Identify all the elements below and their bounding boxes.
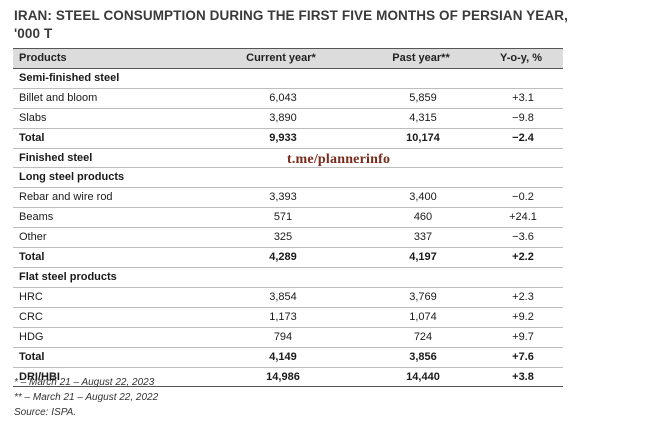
- cell-yoy: +2.3: [512, 290, 534, 303]
- table-row-hrc: HRC 3,854 3,769 +2.3: [13, 287, 563, 308]
- table-row-crc: CRC 1,173 1,074 +9.2: [13, 307, 563, 328]
- cell-past: 3,400: [409, 191, 437, 204]
- footnote-past-year: ** – March 21 – August 22, 2022: [14, 392, 159, 403]
- cell-current: 3,854: [269, 290, 297, 303]
- row-label: DRI/HBI: [19, 370, 60, 383]
- cell-current: 325: [273, 231, 293, 244]
- row-label: CRC: [19, 310, 43, 323]
- cell-past: 337: [413, 231, 433, 244]
- table-row-slabs: Slabs 3,890 4,315 −9.8: [13, 108, 563, 129]
- section-row-flat-products: Flat steel products: [13, 267, 563, 288]
- cell-current: 9,933: [269, 131, 297, 144]
- cell-current: 794: [273, 330, 293, 343]
- header-yoy: Y-o-y, %: [500, 52, 542, 64]
- header-current-year: Current year*: [246, 52, 316, 64]
- cell-yoy: +2.2: [512, 251, 534, 264]
- row-label: Total: [19, 251, 45, 264]
- cell-yoy: +3.8: [512, 370, 534, 383]
- table-row-long-total: Total 4,289 4,197 +2.2: [13, 248, 563, 268]
- section-row-long-products: Long steel products: [13, 168, 563, 188]
- cell-yoy: +7.6: [512, 350, 534, 363]
- section-label: Long steel products: [19, 171, 125, 184]
- cell-past: 14,440: [406, 370, 440, 383]
- table-row-flat-total: Total 4,149 3,856 +7.6: [13, 347, 563, 367]
- cell-past: 460: [413, 211, 433, 224]
- header-past-year: Past year**: [392, 52, 450, 64]
- row-label: Other: [19, 231, 47, 244]
- header-products: Products: [19, 52, 67, 64]
- cell-past: 10,174: [406, 131, 440, 144]
- cell-past: 724: [413, 330, 433, 343]
- cell-past: 4,197: [409, 251, 437, 264]
- row-label: Slabs: [19, 111, 47, 124]
- row-label: HRC: [19, 290, 43, 303]
- cell-past: 5,859: [409, 91, 437, 104]
- table-row-billet: Billet and bloom 6,043 5,859 +3.1: [13, 88, 563, 109]
- cell-yoy: +3.1: [512, 91, 534, 104]
- cell-yoy: −2.4: [512, 131, 534, 144]
- footnote-current-year: * – March 21 – August 22, 2023: [14, 377, 155, 388]
- cell-current: 3,393: [269, 191, 297, 204]
- table-row-hdg: HDG 794 724 +9.7: [13, 327, 563, 348]
- row-label: Total: [19, 350, 45, 363]
- table-row-semi-total: Total 9,933 10,174 −2.4: [13, 128, 563, 149]
- section-label: Semi-finished steel: [19, 71, 120, 84]
- section-row-finished: Finished steel: [13, 148, 563, 168]
- row-label: Beams: [19, 211, 54, 224]
- cell-current: 3,890: [269, 111, 297, 124]
- section-label: Finished steel: [19, 151, 93, 164]
- cell-past: 1,074: [409, 310, 437, 323]
- cell-current: 1,173: [269, 310, 297, 323]
- cell-current: 4,289: [269, 251, 297, 264]
- table-row-beams: Beams 571 460 +24.1: [13, 208, 563, 228]
- cell-yoy: −0.2: [512, 191, 534, 204]
- row-label: Rebar and wire rod: [19, 191, 113, 204]
- table-title: IRAN: STEEL CONSUMPTION DURING THE FIRST…: [14, 8, 568, 41]
- cell-current: 571: [273, 211, 293, 224]
- footnotes: * – March 21 – August 22, 2023 ** – Marc…: [14, 375, 158, 420]
- cell-current: 14,986: [266, 370, 300, 383]
- cell-past: 3,856: [409, 350, 437, 363]
- source-note: Source: ISPA.: [14, 407, 77, 418]
- table-row-other: Other 325 337 −3.6: [13, 228, 563, 248]
- cell-yoy: +24.1: [509, 211, 537, 224]
- cell-yoy: +9.7: [512, 330, 534, 343]
- table-header-row: Products Current year* Past year** Y-o-y…: [13, 48, 563, 69]
- cell-yoy: −3.6: [512, 231, 534, 244]
- cell-yoy: −9.8: [512, 111, 534, 124]
- cell-yoy: +9.2: [512, 310, 534, 323]
- section-row-semi-finished: Semi-finished steel: [13, 68, 563, 89]
- cell-current: 4,149: [269, 350, 297, 363]
- section-label: Flat steel products: [19, 270, 117, 283]
- table-row-dri-hbi: DRI/HBI 14,986 14,440 +3.8: [13, 367, 563, 387]
- watermark: t.me/plannerinfo: [287, 152, 391, 167]
- row-label: HDG: [19, 330, 44, 343]
- table-row-rebar: Rebar and wire rod 3,393 3,400 −0.2: [13, 188, 563, 208]
- cell-past: 4,315: [409, 111, 437, 124]
- steel-consumption-table: Products Current year* Past year** Y-o-y…: [13, 48, 563, 387]
- row-label: Total: [19, 131, 45, 144]
- cell-current: 6,043: [269, 91, 297, 104]
- row-label: Billet and bloom: [19, 91, 98, 104]
- cell-past: 3,769: [409, 290, 437, 303]
